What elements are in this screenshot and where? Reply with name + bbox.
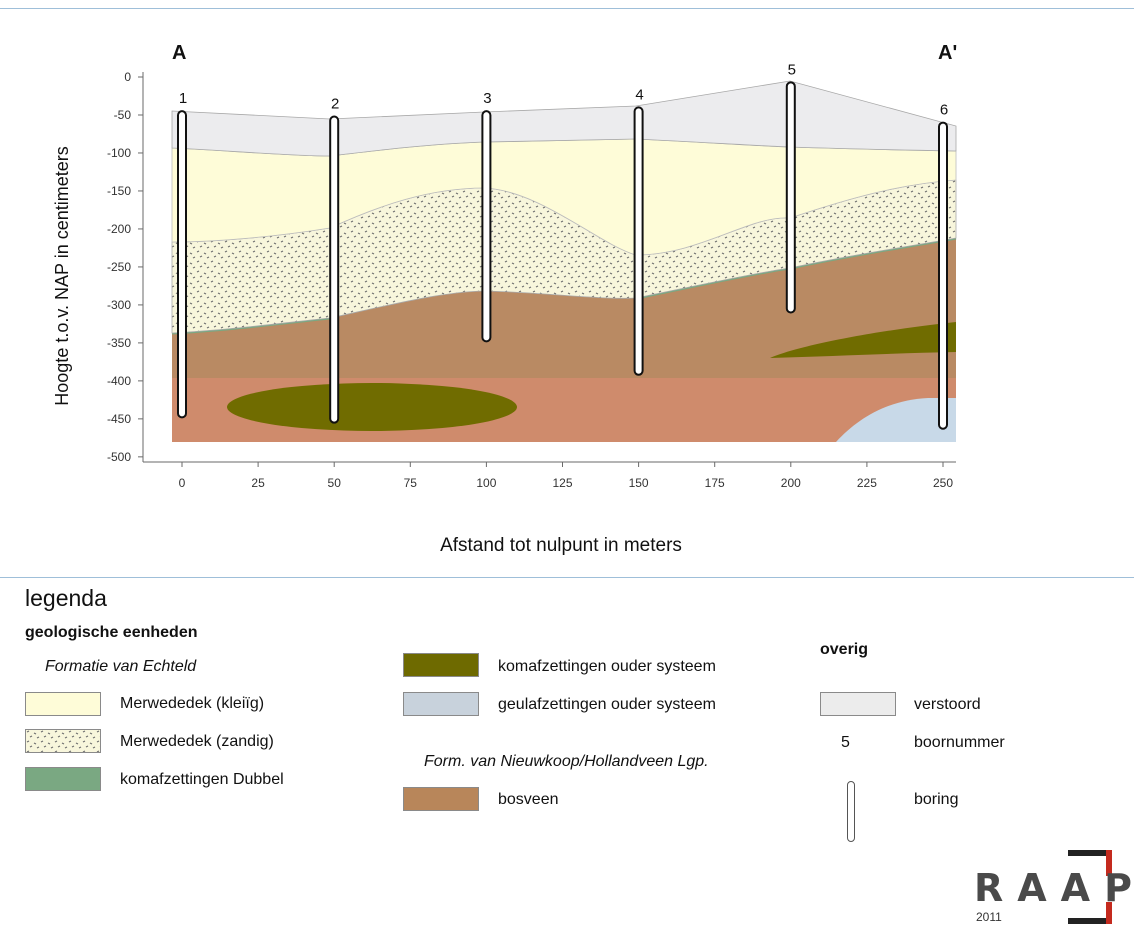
y-tick-label: 0 <box>124 70 131 84</box>
x-tick-label: 125 <box>552 476 572 490</box>
legend-swatch-komafzettingen-ouder <box>403 653 479 677</box>
section-label-a: A <box>172 42 186 64</box>
y-tick-label: -400 <box>107 374 131 388</box>
boring-number-label: 2 <box>331 96 339 113</box>
legend-subgroup-nieuwkoop: Form. van Nieuwkoop/Hollandveen Lgp. <box>424 753 709 770</box>
boring-3 <box>481 110 492 343</box>
legend-label-geulafzettingen-ouder: geulafzettingen ouder systeem <box>498 696 716 713</box>
x-axis-title: Afstand tot nulpunt in meters <box>440 535 682 556</box>
legend-group-title: geologische eenheden <box>25 624 198 641</box>
boring-2 <box>329 115 340 424</box>
top-frame-line <box>0 8 1134 9</box>
legend-symbol-boring <box>847 781 855 842</box>
legend-subgroup-echteld: Formatie van Echteld <box>45 658 197 675</box>
y-tick-label: -50 <box>114 108 132 122</box>
legend-overig-title: overig <box>820 641 869 658</box>
x-tick-label: 250 <box>933 476 953 490</box>
section-label-a-prime: A' <box>938 42 957 64</box>
x-tick-label: 200 <box>781 476 801 490</box>
x-tick-label: 50 <box>328 476 342 490</box>
legend-label-boring: boring <box>914 791 959 808</box>
boring-5 <box>785 81 796 314</box>
legend-swatch-geulafzettingen-ouder <box>403 692 479 716</box>
x-tick-label: 175 <box>705 476 725 490</box>
x-tick-label: 150 <box>629 476 649 490</box>
boring-number-label: 4 <box>635 86 643 103</box>
legend-swatch-komafzettingen-dubbel <box>25 767 101 791</box>
lens-komafzettingen-ouder-right <box>770 322 956 358</box>
legend-label-verstoord: verstoord <box>914 696 981 713</box>
y-tick-label: -250 <box>107 260 131 274</box>
legend-swatch-merwededek-zandig <box>25 729 101 753</box>
raap-logo-text: RAAP <box>974 866 1134 910</box>
y-tick-label: -500 <box>107 450 131 464</box>
raap-logo: RAAP 2011 <box>970 850 1132 928</box>
legend-swatch-bosveen <box>403 787 479 811</box>
legend-title: legenda <box>25 585 107 611</box>
legend-label-bosveen: bosveen <box>498 791 559 808</box>
raap-logo-year: 2011 <box>976 910 1002 924</box>
lens-geulafzettingen-ouder <box>836 398 956 442</box>
layers <box>171 80 957 442</box>
legend-separator-line <box>0 577 1134 578</box>
y-tick-label: -300 <box>107 298 131 312</box>
legend-swatch-merwededek-kleiig <box>25 692 101 716</box>
layer-verstoord <box>171 80 957 157</box>
boring-1 <box>177 110 187 419</box>
legend-label-merwededek-zandig: Merwededek (zandig) <box>120 733 274 750</box>
x-axis: 0 25 50 75 100 125 150 175 200 225 250 <box>143 461 956 490</box>
y-tick-label: -100 <box>107 146 131 160</box>
legend-symbol-boornummer: 5 <box>841 734 850 751</box>
boring-number-label: 6 <box>940 102 948 119</box>
y-tick-label: -200 <box>107 222 131 236</box>
legend-swatch-verstoord <box>820 692 896 716</box>
y-axis-title: Hoogte t.o.v. NAP in centimeters <box>52 146 72 405</box>
boring-number-label: 1 <box>179 90 187 107</box>
boring-6 <box>938 121 948 430</box>
cross-section-diagram: 0 -50 -100 -150 -200 -250 -300 -350 -400 -450 -500… <box>52 42 957 556</box>
legend-label-boornummer: boornummer <box>914 734 1005 751</box>
boring-number-label: 3 <box>483 90 491 107</box>
lens-komafzettingen-ouder-left <box>227 383 517 431</box>
y-axis: 0 -50 -100 -150 -200 -250 -300 -350 -400 -450 -500 <box>107 70 144 464</box>
x-tick-label: 75 <box>404 476 418 490</box>
x-tick-label: 225 <box>857 476 877 490</box>
boring-number-label: 5 <box>788 61 796 78</box>
legend-label-komafzettingen-dubbel: komafzettingen Dubbel <box>120 771 284 788</box>
y-tick-label: -350 <box>107 336 131 350</box>
y-tick-label: -450 <box>107 412 131 426</box>
legend-label-merwededek-kleiig: Merwededek (kleiïg) <box>120 695 265 712</box>
x-tick-label: 0 <box>179 476 186 490</box>
legend-label-komafzettingen-ouder: komafzettingen ouder systeem <box>498 658 716 675</box>
x-tick-label: 100 <box>476 476 496 490</box>
y-tick-label: -150 <box>107 184 131 198</box>
boring-4 <box>633 106 644 376</box>
x-tick-label: 25 <box>251 476 265 490</box>
